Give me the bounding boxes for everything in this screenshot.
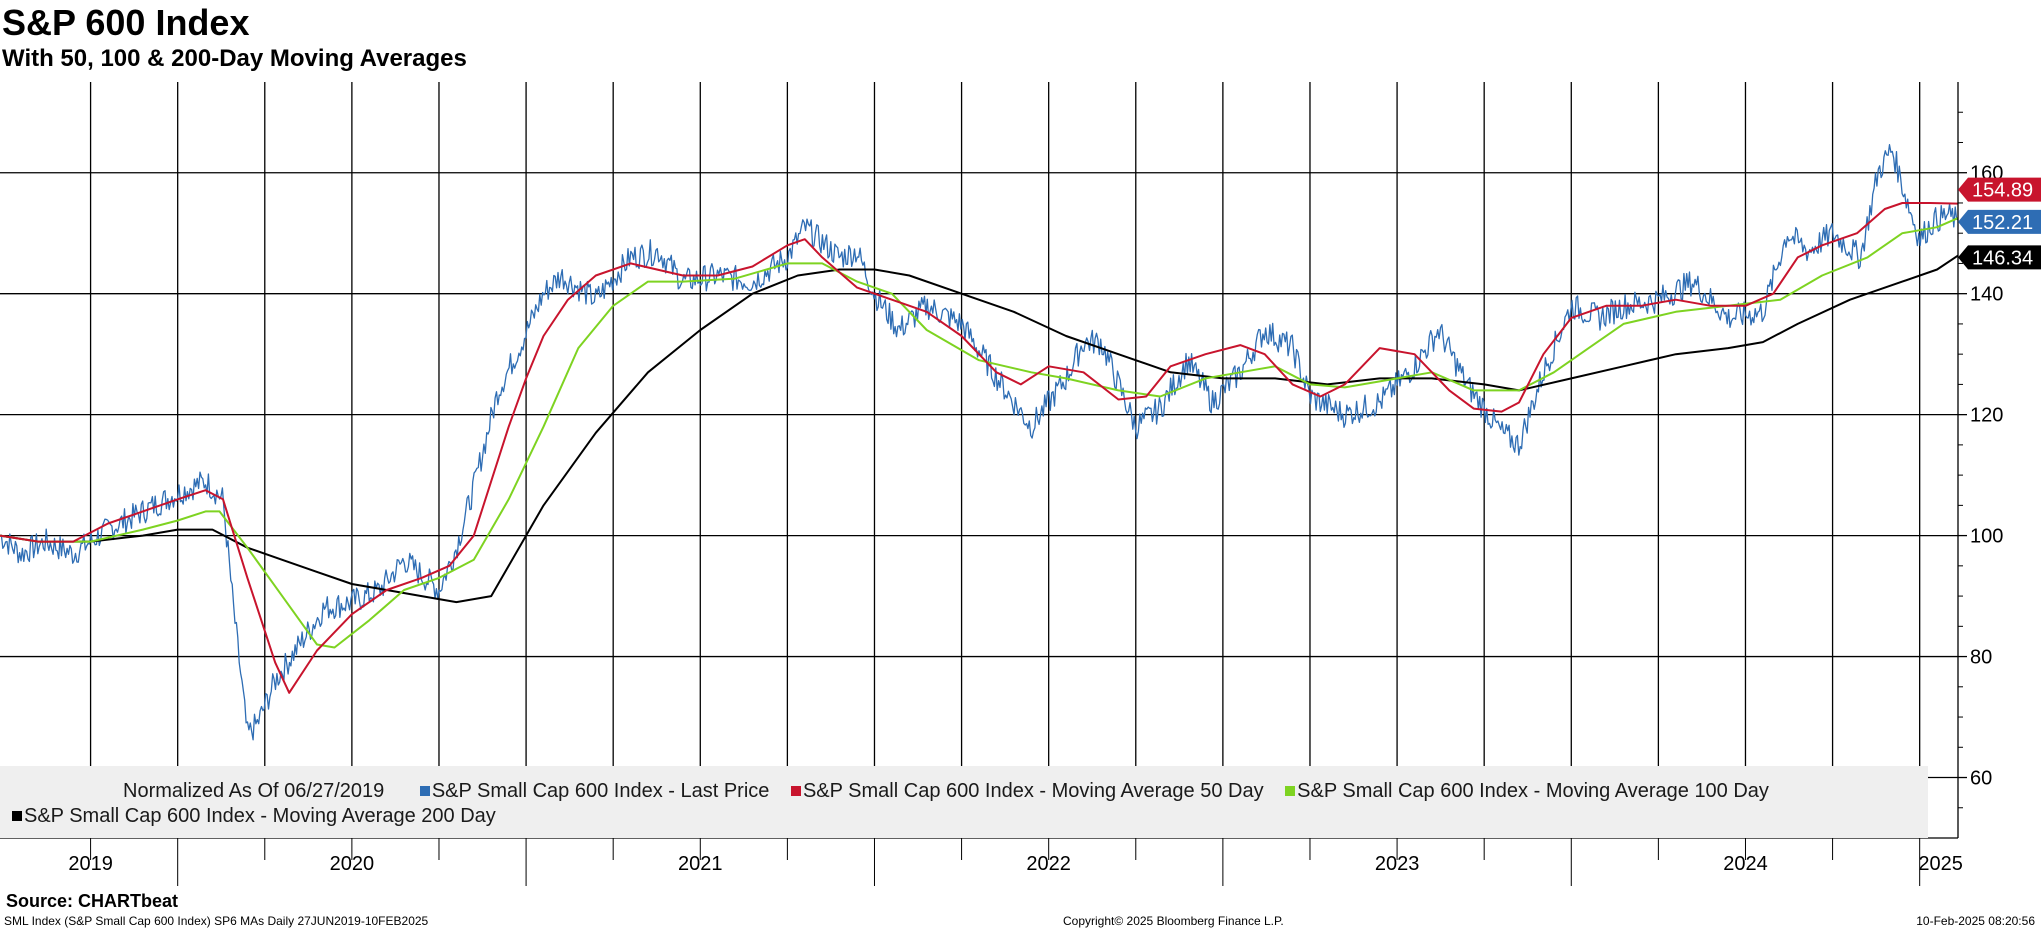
last-value-tag-ma200: 146.34 [1958, 245, 2041, 270]
legend: Normalized As Of 06/27/2019 S&P Small Ca… [0, 766, 1928, 838]
series-line-ma50 [0, 202, 1959, 694]
y-tick-label: 120 [1970, 405, 2003, 427]
source-label: Source: CHARTbeat [6, 891, 179, 911]
ticker-info: SML Index (S&P Small Cap 600 Index) SP6 … [4, 914, 429, 928]
x-tick-label: 2020 [330, 853, 375, 875]
series-line-ma100 [0, 217, 1959, 649]
legend-swatch [790, 786, 801, 796]
last-value-text: 146.34 [1972, 247, 2033, 269]
grid [0, 82, 1958, 838]
y-tick-label: 100 [1970, 526, 2003, 548]
copyright: Copyright© 2025 Bloomberg Finance L.P. [1063, 914, 1284, 928]
x-tick-label: 2021 [678, 853, 723, 875]
series-line-last-price [0, 144, 1959, 741]
y-tick-label: 140 [1970, 284, 2003, 306]
legend-item-ma200: S&P Small Cap 600 Index - Moving Average… [12, 805, 496, 827]
legend-item-last-price: S&P Small Cap 600 Index - Last Price [419, 780, 769, 802]
x-tick-label: 2019 [68, 853, 113, 875]
chart-title: S&P 600 Index [2, 2, 250, 43]
last-value-tag-last-price: 152.21 [1958, 209, 2041, 234]
x-tick-label: 2023 [1375, 853, 1420, 875]
legend-row-2: S&P Small Cap 600 Index - Moving Average… [12, 805, 496, 828]
legend-row-1: Normalized As Of 06/27/2019 S&P Small Ca… [123, 780, 1769, 803]
y-tick-label: 60 [1970, 768, 1992, 790]
value-tags: 154.89 152.21 146.34 [1958, 177, 2041, 270]
legend-swatch [419, 786, 430, 796]
legend-normalized-note: Normalized As Of 06/27/2019 [123, 780, 385, 802]
series-lines [0, 144, 1959, 741]
last-value-tag-ma50: 154.89 [1958, 177, 2041, 202]
last-value-text: 152.21 [1972, 212, 2033, 234]
x-tick-label: 2025 [1918, 853, 1963, 875]
y-tick-label: 80 [1970, 647, 1992, 669]
timestamp: 10-Feb-2025 08:20:56 [1916, 914, 2035, 928]
legend-swatch [1285, 786, 1296, 796]
x-tick-label: 2022 [1026, 853, 1071, 875]
last-value-text: 154.89 [1972, 180, 2033, 202]
legend-item-ma100: S&P Small Cap 600 Index - Moving Average… [1285, 780, 1769, 802]
series-line-ma200 [0, 254, 1959, 604]
legend-swatch [12, 811, 22, 821]
chart-subtitle: With 50, 100 & 200-Day Moving Averages [2, 45, 467, 72]
legend-item-ma50: S&P Small Cap 600 Index - Moving Average… [790, 780, 1264, 802]
x-tick-label: 2024 [1723, 853, 1768, 875]
